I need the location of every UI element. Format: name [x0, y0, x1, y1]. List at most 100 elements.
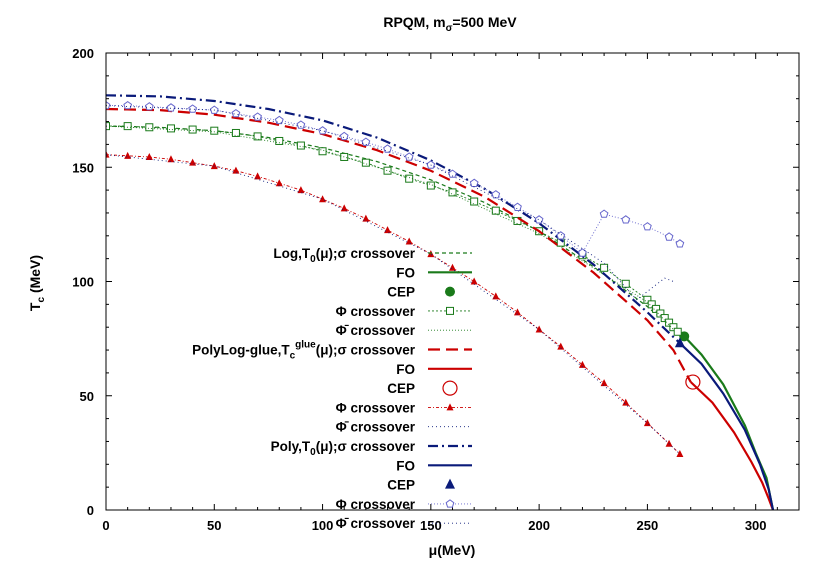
- data-point: [676, 450, 684, 458]
- data-point: [600, 263, 609, 272]
- series-1: [683, 335, 775, 510]
- data-point: [643, 295, 652, 304]
- legend-entry: Φ crossover: [336, 400, 472, 415]
- series-14: [106, 105, 674, 301]
- data-point: [383, 166, 392, 175]
- data-point: [123, 122, 132, 131]
- data-point: [404, 152, 414, 161]
- data-point: [470, 197, 479, 206]
- series-line: [106, 94, 681, 344]
- data-point: [448, 188, 457, 197]
- data-point: [674, 337, 685, 348]
- data-point: [339, 131, 349, 141]
- series-3: [106, 122, 682, 336]
- series-line: [679, 342, 775, 510]
- data-point: [296, 141, 305, 150]
- y-tick-label: 150: [72, 160, 94, 175]
- data-point: [275, 136, 284, 145]
- legend-entry: FO: [396, 458, 472, 473]
- data-point: [405, 237, 413, 245]
- legend-label: Φ crossover: [336, 497, 416, 512]
- series-11: [679, 342, 775, 510]
- data-point: [106, 150, 110, 158]
- data-point: [253, 112, 262, 121]
- data-point: [621, 279, 630, 288]
- data-point: [361, 137, 371, 146]
- legend-label: Φ crossover: [336, 400, 416, 415]
- x-tick-label: 100: [312, 518, 334, 533]
- data-point: [188, 104, 197, 113]
- x-tick-label: 150: [420, 518, 442, 533]
- data-point: [166, 103, 176, 112]
- series-10: [106, 94, 681, 344]
- series-5: [106, 107, 692, 383]
- legend-label: FO: [396, 362, 415, 377]
- data-point: [274, 115, 284, 125]
- series-6: [689, 381, 775, 510]
- legend-entry: Φ̄ crossover: [336, 323, 472, 338]
- x-tick-label: 300: [745, 518, 767, 533]
- series-13: [106, 100, 685, 257]
- data-point: [513, 202, 522, 211]
- data-point: [123, 100, 133, 110]
- series-line: [689, 381, 775, 510]
- data-point: [492, 292, 500, 300]
- x-tick-label: 0: [102, 518, 109, 533]
- data-point: [469, 178, 479, 187]
- data-point: [231, 128, 240, 137]
- data-point: [534, 215, 544, 224]
- data-point: [675, 239, 685, 248]
- data-point: [622, 398, 630, 406]
- data-point: [384, 226, 392, 234]
- series-line: [106, 125, 674, 330]
- data-point: [578, 360, 586, 368]
- legend-entry: FO: [396, 362, 472, 377]
- series-line: [106, 105, 674, 301]
- series-line: [106, 107, 692, 383]
- data-point: [669, 323, 678, 332]
- data-point: [656, 309, 665, 318]
- legend-entry: FO: [396, 265, 472, 280]
- data-point: [318, 126, 327, 135]
- series-line: [106, 154, 681, 455]
- data-point: [449, 263, 456, 271]
- data-point: [210, 162, 218, 170]
- legend-entry: PolyLog-glue,Tcglue(μ);σ crossover: [192, 340, 472, 362]
- data-point: [556, 231, 566, 240]
- data-point: [232, 166, 240, 174]
- data-point: [318, 147, 327, 156]
- data-point: [167, 155, 175, 163]
- data-point: [448, 169, 457, 178]
- data-point: [188, 125, 197, 134]
- data-point: [491, 190, 501, 199]
- data-point: [296, 120, 306, 129]
- data-point: [599, 209, 609, 218]
- legend-label: Φ̄ crossover: [336, 420, 416, 435]
- legend-entry: Log,T0(μ);σ crossover: [273, 246, 472, 265]
- data-point: [491, 206, 500, 215]
- data-point: [231, 108, 241, 118]
- x-tick-label: 200: [528, 518, 550, 533]
- legend-entry: CEP: [387, 380, 458, 396]
- data-point: [319, 195, 327, 203]
- series-line: [106, 105, 681, 254]
- legend-marker: [446, 403, 454, 411]
- legend-label: CEP: [387, 478, 415, 493]
- legend-label: Φ̄ crossover: [336, 516, 416, 531]
- data-point: [513, 308, 521, 316]
- series-7: [685, 374, 701, 390]
- legend-label: PolyLog-glue,Tcglue(μ);σ crossover: [192, 340, 416, 362]
- y-tick-label: 50: [80, 389, 94, 404]
- y-tick-label: 0: [87, 503, 94, 518]
- legend-entry: Φ̄ crossover: [336, 420, 472, 435]
- legend-label: CEP: [387, 285, 415, 300]
- chart-title: RPQM, mσ=500 MeV: [383, 14, 517, 34]
- legend-label: CEP: [387, 381, 415, 396]
- y-tick-label: 200: [72, 46, 94, 61]
- data-point: [665, 318, 674, 327]
- data-point: [361, 158, 370, 167]
- legend-marker: [442, 380, 458, 396]
- legend-entry: Φ̄ crossover: [336, 516, 472, 531]
- data-point: [643, 419, 651, 427]
- plot-frame: [105, 52, 800, 511]
